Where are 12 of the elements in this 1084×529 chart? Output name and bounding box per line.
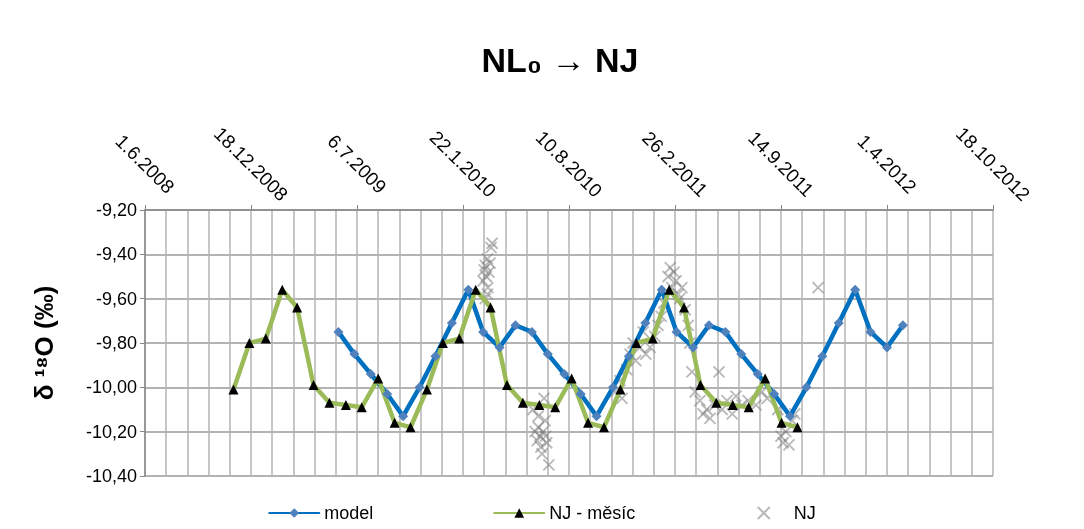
y-tick-label: -9,60 — [95, 288, 137, 309]
legend-label: NJ — [793, 503, 816, 523]
y-tick-label: -10,40 — [85, 466, 137, 486]
y-axis-title: δ ¹⁸O (‰) — [29, 285, 59, 401]
chart-title: NL₀ → NJ — [481, 41, 639, 79]
y-tick-label: -9,20 — [95, 200, 137, 220]
y-tick-label: -9,80 — [95, 333, 137, 353]
y-tick-label: -10,00 — [85, 377, 137, 398]
y-tick-label: -10,20 — [85, 421, 137, 442]
y-tick-label: -9,40 — [95, 244, 137, 265]
legend-label: NJ - měsíc — [549, 503, 636, 523]
legend-label: model — [324, 503, 374, 523]
